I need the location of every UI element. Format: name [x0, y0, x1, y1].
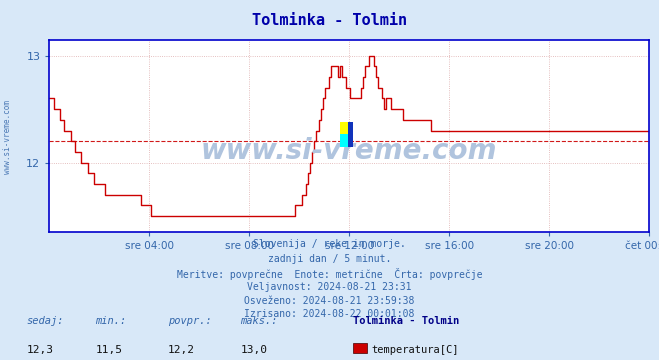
Text: povpr.:: povpr.: — [168, 316, 212, 326]
Text: sedaj:: sedaj: — [26, 316, 64, 326]
Text: 11,5: 11,5 — [96, 345, 123, 355]
Text: temperatura[C]: temperatura[C] — [371, 345, 459, 355]
FancyBboxPatch shape — [347, 122, 353, 147]
Text: www.si-vreme.com: www.si-vreme.com — [3, 100, 13, 174]
Text: 12,2: 12,2 — [168, 345, 195, 355]
Text: min.:: min.: — [96, 316, 127, 326]
Text: maks.:: maks.: — [241, 316, 278, 326]
Text: 12,3: 12,3 — [26, 345, 53, 355]
Text: Slovenija / reke in morje.: Slovenija / reke in morje. — [253, 239, 406, 249]
Text: 13,0: 13,0 — [241, 345, 268, 355]
Text: zadnji dan / 5 minut.: zadnji dan / 5 minut. — [268, 254, 391, 264]
Text: Tolminka - Tolmin: Tolminka - Tolmin — [252, 13, 407, 28]
Text: Tolminka - Tolmin: Tolminka - Tolmin — [353, 316, 459, 326]
Text: www.si-vreme.com: www.si-vreme.com — [201, 137, 498, 165]
Text: Osveženo: 2024-08-21 23:59:38: Osveženo: 2024-08-21 23:59:38 — [244, 296, 415, 306]
Text: Veljavnost: 2024-08-21 23:31: Veljavnost: 2024-08-21 23:31 — [247, 282, 412, 292]
Text: Meritve: povprečne  Enote: metrične  Črta: povprečje: Meritve: povprečne Enote: metrične Črta:… — [177, 268, 482, 280]
Text: Izrisano: 2024-08-22 00:01:08: Izrisano: 2024-08-22 00:01:08 — [244, 309, 415, 319]
FancyBboxPatch shape — [340, 134, 347, 147]
FancyBboxPatch shape — [340, 122, 347, 134]
